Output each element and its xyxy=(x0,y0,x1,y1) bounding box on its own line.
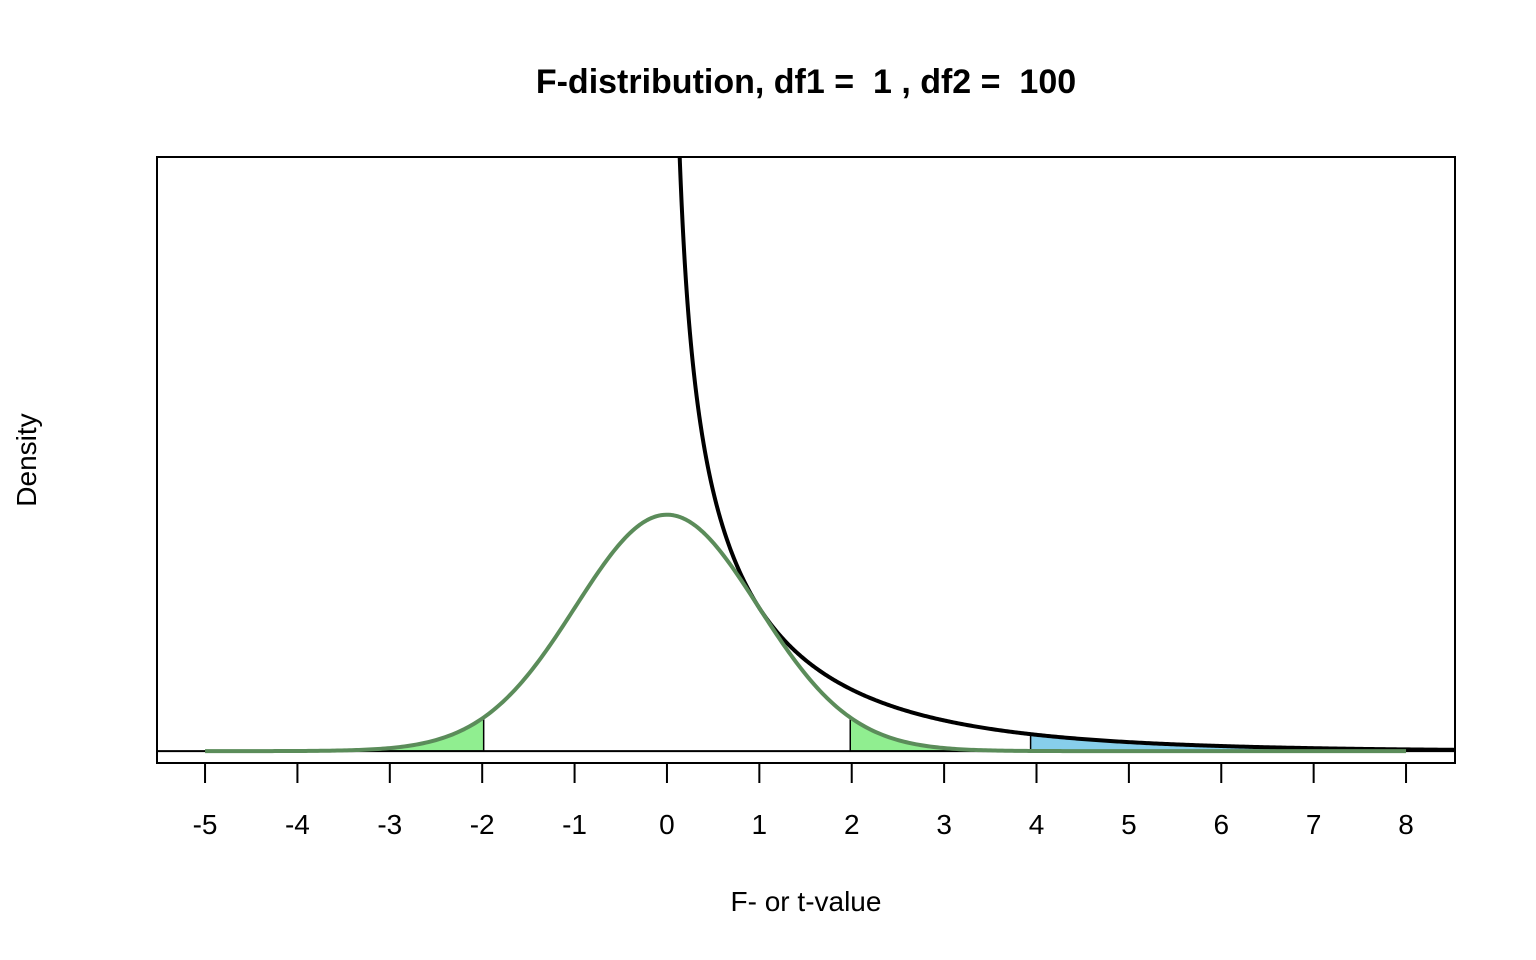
x-tick-label: -4 xyxy=(285,809,310,840)
x-tick-label: 3 xyxy=(936,809,952,840)
x-tick-label: 7 xyxy=(1306,809,1322,840)
x-axis-label: F- or t-value xyxy=(731,886,882,917)
shaded-region-t-0 xyxy=(204,716,485,752)
x-tick-label: 1 xyxy=(752,809,768,840)
x-tick-label: 4 xyxy=(1029,809,1045,840)
plot-area xyxy=(157,157,1455,754)
x-tick-label: -2 xyxy=(470,809,495,840)
x-tick-label: 8 xyxy=(1398,809,1414,840)
x-tick-label: -5 xyxy=(193,809,218,840)
x-tick-label: 5 xyxy=(1121,809,1137,840)
curves xyxy=(205,157,1455,754)
x-tick-label: 6 xyxy=(1213,809,1229,840)
series-line-F xyxy=(677,157,1455,752)
x-axis: -5 -4 -3 -2 -1 0 1 2 3 4 5 6 7 8 xyxy=(193,763,1414,840)
x-tick-label: 2 xyxy=(844,809,860,840)
x-tick-label: -1 xyxy=(562,809,587,840)
y-axis-label: Density xyxy=(11,413,42,506)
x-tick-label: 0 xyxy=(659,809,675,840)
x-tick-label: -3 xyxy=(377,809,402,840)
chart-title: F-distribution, df1 = 1 , df2 = 100 xyxy=(536,63,1076,101)
plot-frame xyxy=(156,156,1456,764)
series-line-t xyxy=(205,512,1407,754)
